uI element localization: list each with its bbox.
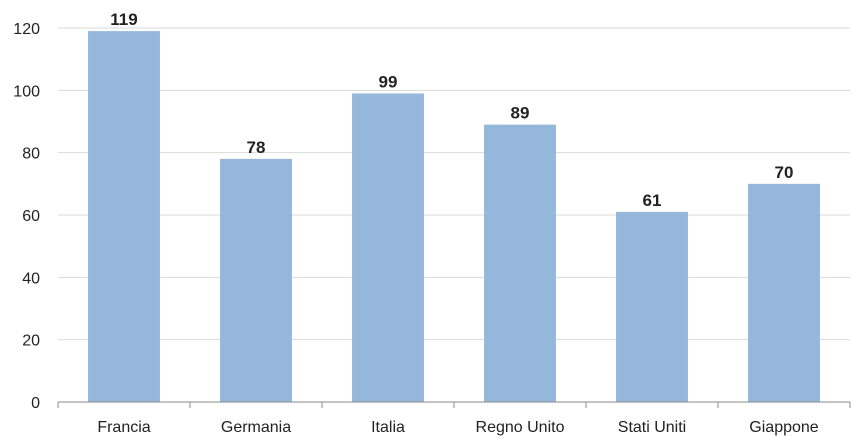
- data-label: 119: [110, 10, 137, 29]
- bar-giappone: [748, 183, 820, 402]
- x-tick-label: Italia: [371, 419, 405, 436]
- y-tick-label: 120: [13, 21, 40, 38]
- y-tick-label: 100: [13, 83, 40, 100]
- gridlines: [58, 27, 850, 341]
- data-label: 78: [247, 138, 266, 157]
- x-tick-label: Germania: [221, 419, 291, 436]
- bar-stati-uniti: [616, 211, 688, 402]
- bars: [88, 31, 820, 402]
- y-tick-label: 0: [31, 395, 40, 412]
- y-tick-label: 20: [22, 333, 40, 350]
- x-tick-label: Regno Unito: [476, 419, 565, 436]
- bar-italia: [352, 93, 424, 402]
- x-tick-label: Stati Uniti: [618, 419, 686, 436]
- y-tick-label: 60: [22, 208, 40, 225]
- x-tick-label: Giappone: [749, 419, 818, 436]
- bar-francia: [88, 31, 160, 402]
- labels: 0 20 40 60 80 100 120 119 Francia 78 Germania 99 Ita…: [13, 10, 819, 436]
- data-label: 89: [511, 104, 530, 123]
- bar-germania: [220, 158, 292, 402]
- data-label: 61: [643, 191, 662, 210]
- y-tick-label: 40: [22, 270, 40, 287]
- axes: [57, 401, 851, 408]
- y-tick-label: 80: [22, 146, 40, 163]
- bar-regno-unito: [484, 124, 556, 402]
- data-label: 70: [775, 163, 794, 182]
- x-tick-label: Francia: [97, 419, 150, 436]
- data-label: 99: [379, 72, 398, 91]
